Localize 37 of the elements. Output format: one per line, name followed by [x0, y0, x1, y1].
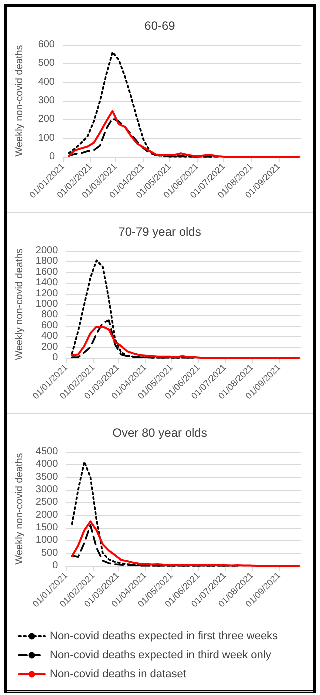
y-tick-label: 200: [41, 342, 59, 353]
y-tick-label: 1000: [36, 299, 59, 310]
y-tick-label: 0: [49, 152, 56, 162]
y-tick-label: 600: [41, 320, 59, 332]
y-tick-label: 1500: [36, 522, 59, 534]
chart-title: 70-79 year olds: [118, 225, 202, 239]
y-tick-label: 0: [52, 352, 59, 364]
y-tick-label: 1800: [36, 256, 59, 268]
y-tick-label: 100: [38, 132, 56, 144]
y-tick-label: 1000: [36, 535, 59, 546]
legend-label: Non-covid deaths expected in first three weeks: [50, 630, 279, 642]
y-tick-label: 300: [38, 96, 56, 106]
y-tick-label: 500: [41, 548, 59, 559]
y-tick-label: 600: [38, 40, 56, 50]
chart-title: 60-69: [144, 19, 176, 33]
legend-label: Non-covid deaths expected in third week only: [50, 650, 272, 662]
y-tick-label: 2500: [36, 497, 59, 508]
chart-title: Over 80 year olds: [112, 426, 208, 440]
y-tick-label: 0: [52, 560, 59, 572]
y-tick-label: 4000: [36, 459, 59, 470]
y-axis-title: Weekly non-covid deaths: [14, 45, 26, 157]
y-tick-label: 3000: [36, 484, 59, 496]
y-tick-label: 400: [38, 76, 56, 88]
y-tick-label: 2000: [36, 246, 59, 256]
y-tick-label: 3500: [36, 472, 59, 483]
y-tick-label: 1400: [36, 278, 59, 289]
y-tick-label: 1600: [36, 266, 59, 278]
y-tick-label: 200: [38, 114, 56, 126]
y-axis-title: Weekly non-covid deaths: [14, 453, 26, 565]
y-tick-label: 800: [41, 310, 59, 321]
y-tick-label: 2000: [36, 510, 59, 521]
y-tick-label: 400: [41, 331, 59, 342]
y-tick-label: 500: [38, 58, 56, 70]
legend-label: Non-covid deaths in dataset: [50, 668, 186, 680]
y-tick-label: 1200: [36, 288, 59, 300]
y-tick-label: 4500: [36, 446, 59, 458]
y-axis-title: Weekly non-covid deaths: [14, 248, 26, 360]
